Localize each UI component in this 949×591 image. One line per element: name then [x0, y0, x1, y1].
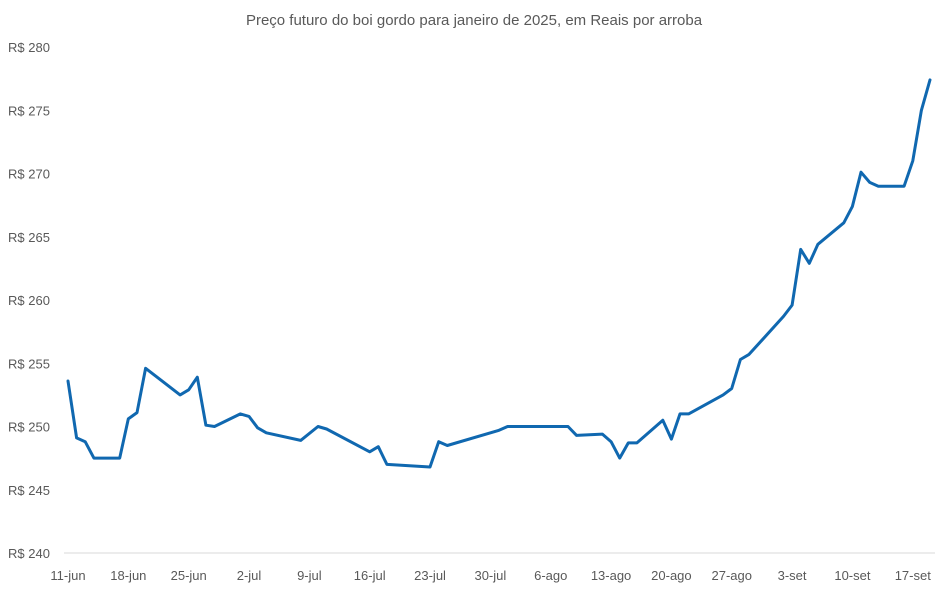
x-tick-label: 10-set: [834, 568, 871, 583]
x-tick-label: 18-jun: [110, 568, 146, 583]
x-tick-label: 9-jul: [297, 568, 322, 583]
x-tick-label: 27-ago: [711, 568, 751, 583]
y-tick-label: R$ 275: [8, 103, 50, 118]
x-tick-label: 20-ago: [651, 568, 691, 583]
y-axis: R$ 240 R$ 245 R$ 250 R$ 255 R$ 260 R$ 265 R$ 2…: [8, 40, 50, 561]
y-tick-label: R$ 270: [8, 167, 50, 182]
y-tick-label: R$ 265: [8, 230, 50, 245]
x-tick-label: 11-jun: [50, 568, 85, 583]
x-tick-label: 17-set: [895, 568, 932, 583]
x-tick-label: 3-set: [778, 568, 807, 583]
y-tick-label: R$ 280: [8, 40, 50, 55]
y-tick-label: R$ 240: [8, 546, 50, 561]
x-tick-label: 13-ago: [591, 568, 631, 583]
price-line: [66, 78, 932, 469]
x-tick-label: 16-jul: [354, 568, 386, 583]
x-tick-label: 25-jun: [171, 568, 207, 583]
x-tick-label: 23-jul: [414, 568, 446, 583]
x-tick-label: 30-jul: [474, 568, 506, 583]
y-tick-label: R$ 255: [8, 356, 50, 371]
series-group: [66, 78, 932, 469]
x-tick-label: 2-jul: [237, 568, 262, 583]
x-axis: 11-jun 18-jun 25-jun 2-jul 9-jul 16-jul 23-jul…: [50, 568, 931, 583]
y-tick-label: R$ 245: [8, 483, 50, 498]
y-tick-label: R$ 260: [8, 293, 50, 308]
chart-title: Preço futuro do boi gordo para janeiro d…: [246, 12, 703, 29]
y-tick-label: R$ 250: [8, 420, 50, 435]
x-tick-label: 6-ago: [534, 568, 567, 583]
